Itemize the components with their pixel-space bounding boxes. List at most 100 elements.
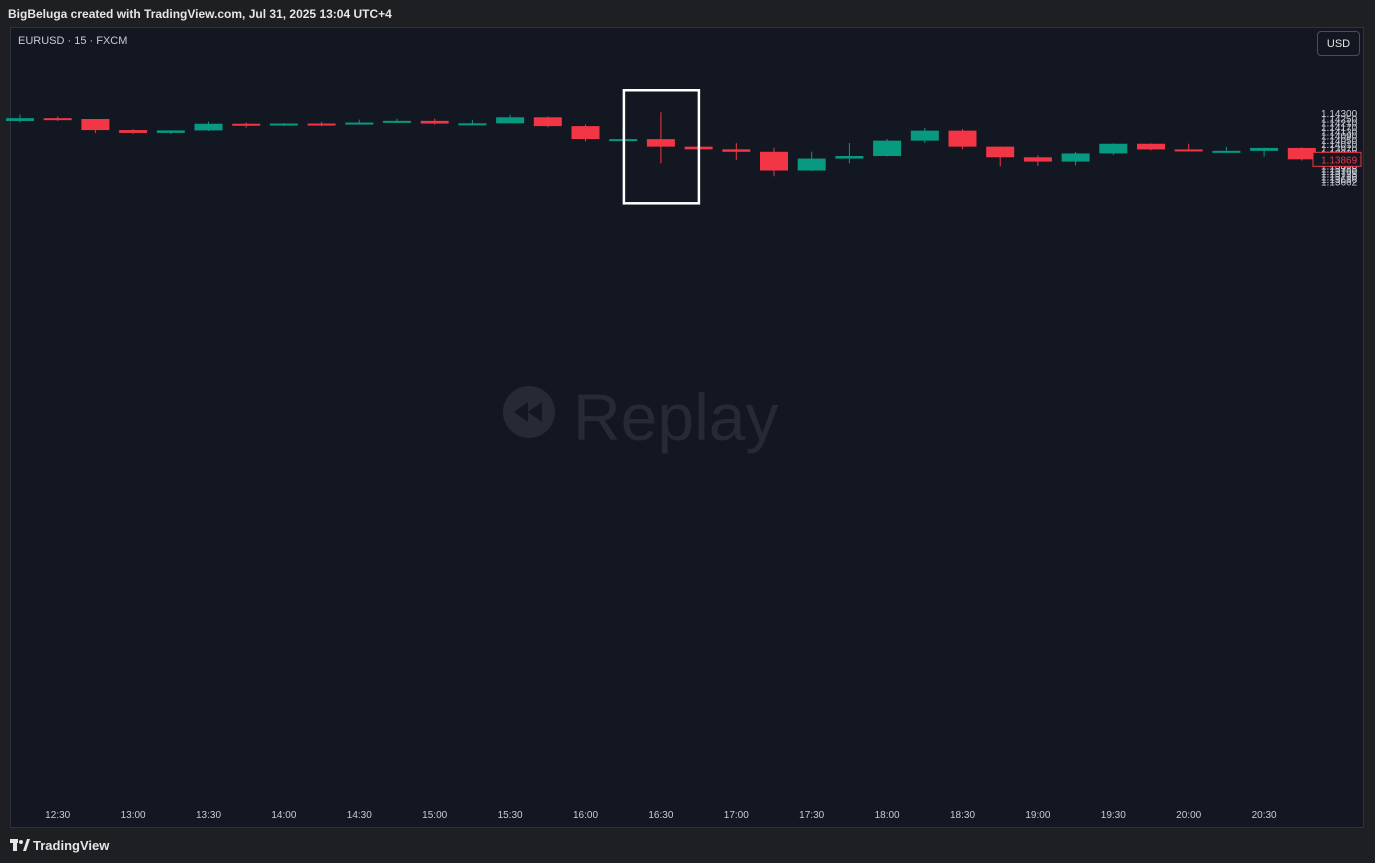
time-tick-label: 14:00	[271, 810, 296, 821]
candle-body	[722, 149, 751, 152]
time-tick-label: 13:30	[196, 810, 221, 821]
price-tick-label: 1.14090	[1321, 132, 1358, 143]
candle-body	[910, 130, 939, 141]
candle-body	[1099, 143, 1128, 154]
candle-body	[948, 130, 977, 147]
candle-body	[1287, 147, 1316, 160]
price-tick-label: 1.13970	[1321, 144, 1358, 155]
price-tick-label: 1.14130	[1321, 127, 1358, 138]
currency-button[interactable]: USD	[1317, 31, 1360, 56]
candle	[646, 112, 675, 164]
price-tick-label: 1.14010	[1321, 140, 1358, 151]
price-tick-label: 1.14170	[1321, 123, 1358, 134]
candle-body	[571, 126, 600, 140]
price-tick-label: 1.14300	[1321, 109, 1358, 120]
candle-body	[1174, 149, 1203, 152]
candle-body	[1061, 153, 1090, 162]
candle-body	[81, 119, 110, 131]
time-tick-label: 18:30	[950, 810, 975, 821]
candle	[722, 143, 751, 161]
price-tick-label: 1.14250	[1321, 114, 1358, 125]
candle-body	[420, 120, 449, 124]
candle-body	[458, 123, 487, 126]
candle-body	[496, 117, 525, 124]
price-tick-label: 1.13735	[1321, 170, 1358, 181]
candle-body	[533, 117, 562, 127]
candle	[1137, 143, 1165, 151]
candle-body	[383, 120, 411, 123]
time-tick-label: 16:00	[573, 810, 598, 821]
replay-icon	[503, 386, 555, 438]
price-tick-label: 1.13686	[1321, 175, 1358, 186]
time-tick-label: 15:00	[422, 810, 447, 821]
candle	[1099, 143, 1128, 155]
candle	[81, 119, 110, 134]
candle	[458, 119, 487, 126]
replay-watermark-text: Replay	[573, 380, 778, 454]
candle-body	[1023, 157, 1052, 162]
candle	[307, 121, 336, 127]
price-tick-label: 1.14210	[1321, 119, 1358, 130]
time-tick-label: 19:30	[1101, 810, 1126, 821]
candle	[986, 146, 1015, 167]
candle	[948, 129, 977, 150]
candle	[156, 130, 185, 135]
candle	[835, 142, 864, 164]
price-tick-label: 1.14050	[1321, 136, 1358, 147]
candle	[1023, 155, 1052, 166]
candle	[194, 121, 223, 132]
time-tick-label: 13:00	[121, 810, 146, 821]
last-price-marker: 1.13869	[1312, 151, 1362, 167]
candle	[420, 118, 449, 125]
time-axis[interactable]: 12:30 13:00 13:30 14:00 14:30 15:00 15:30 16:00…	[45, 810, 1277, 821]
footer-bar	[0, 828, 1375, 863]
price-axis[interactable]: 1.143001.142501.142101.141701.141301.140…	[1321, 109, 1358, 189]
price-tick-label: 1.13785	[1321, 164, 1358, 175]
candle	[797, 151, 826, 172]
time-tick-label: 16:30	[648, 810, 673, 821]
candle-body	[760, 151, 788, 171]
price-tick-label: 1.13760	[1321, 167, 1358, 178]
time-tick-label: 18:00	[875, 810, 900, 821]
attribution-text: BigBeluga created with TradingView.com, …	[8, 7, 392, 21]
symbol-title[interactable]: EURUSD · 15 · FXCM	[18, 35, 128, 47]
chart-pane[interactable]	[10, 27, 1364, 828]
price-tick-label: 1.13710	[1321, 172, 1358, 183]
candle-body	[873, 140, 902, 156]
candle-body	[194, 123, 223, 131]
time-tick-label: 20:00	[1176, 810, 1201, 821]
candle	[533, 116, 562, 128]
candle	[232, 122, 261, 128]
candle	[571, 124, 600, 142]
candle-body	[835, 156, 864, 159]
candle-body	[1137, 143, 1165, 150]
time-tick-label: 20:30	[1252, 810, 1277, 821]
candle-body	[269, 123, 298, 126]
candle	[1061, 152, 1090, 166]
candle	[910, 127, 939, 143]
time-tick-label: 12:30	[45, 810, 70, 821]
candle-body	[1250, 147, 1279, 151]
candle-body	[797, 158, 826, 171]
time-tick-label: 17:30	[799, 810, 824, 821]
candle-body	[119, 130, 148, 133]
candle	[1287, 147, 1316, 161]
candle-body	[1212, 150, 1241, 153]
candle-body	[646, 139, 675, 147]
candle	[269, 123, 298, 127]
candle-body	[6, 118, 34, 121]
last-price-label: 1.13869	[1321, 155, 1358, 166]
candle-body	[232, 123, 261, 126]
candle	[43, 116, 72, 121]
candle	[760, 147, 788, 177]
candle-body	[986, 146, 1015, 158]
candle	[1174, 143, 1203, 152]
candle	[6, 114, 34, 123]
candle	[119, 129, 148, 134]
candle	[1212, 146, 1241, 153]
price-tick-label: 1.13810	[1321, 162, 1358, 173]
candle-body	[43, 118, 72, 121]
tradingview-logo-icon	[10, 839, 30, 851]
tradingview-brand: TradingView	[33, 838, 110, 853]
